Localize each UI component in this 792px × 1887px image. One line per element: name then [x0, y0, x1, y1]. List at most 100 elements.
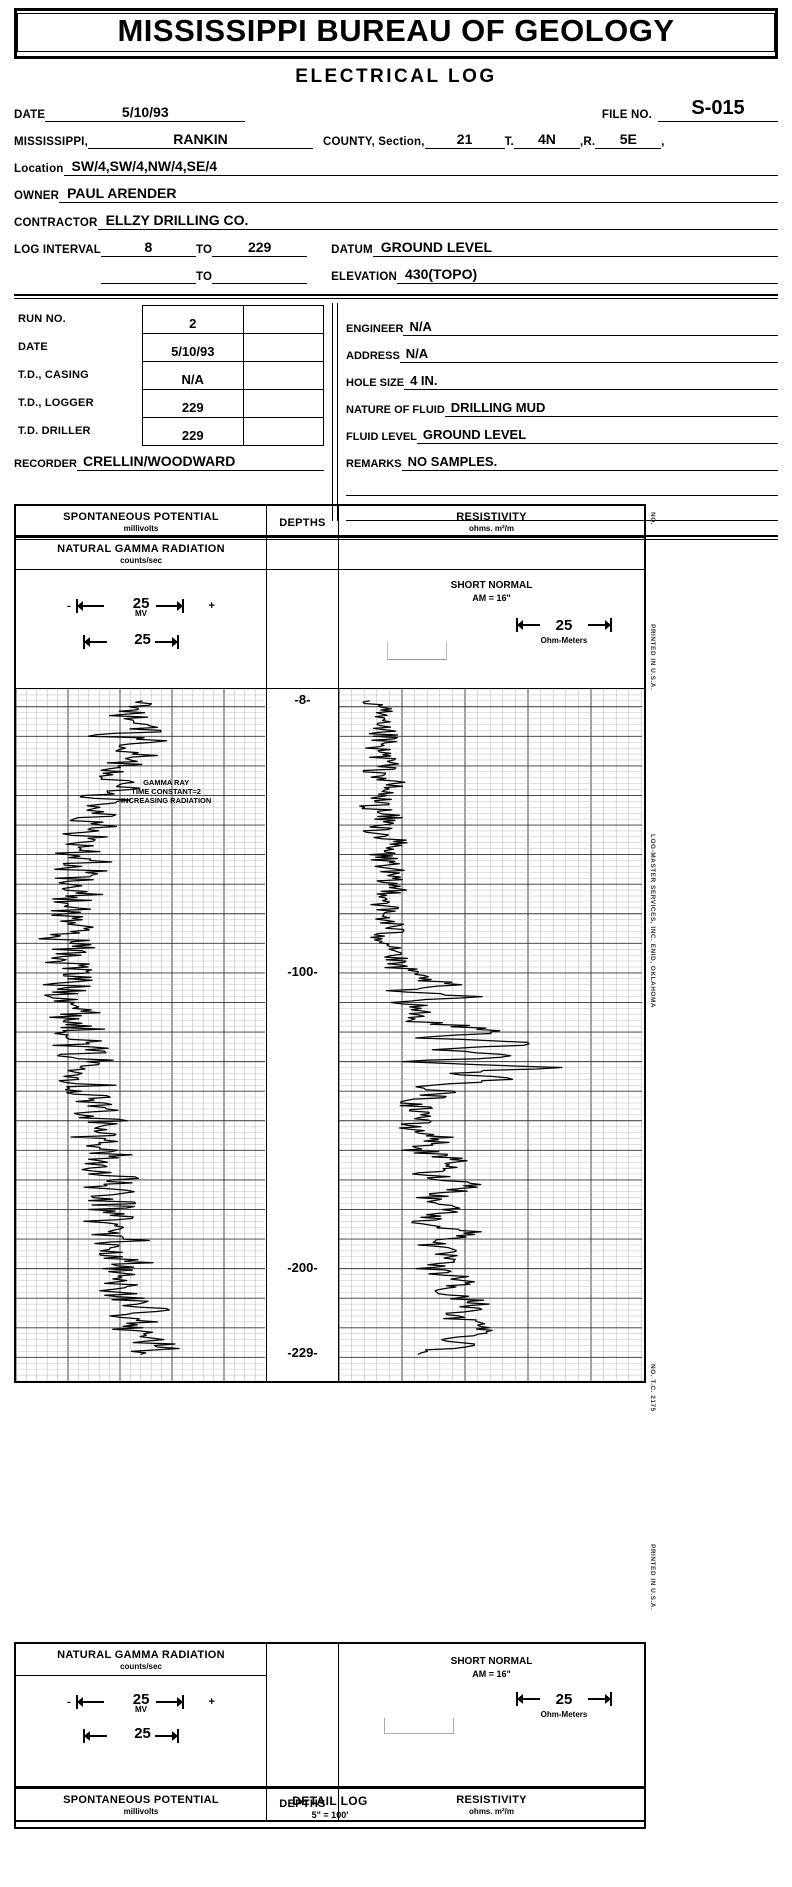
- annotation-line: GAMMA RAY: [143, 777, 190, 787]
- right-field-label: FLUID LEVEL: [346, 430, 417, 443]
- elevation-label: ELEVATION: [331, 270, 398, 283]
- run-row-label: DATE: [18, 341, 48, 354]
- bottom-mv-scale-1: - 25 +: [16, 1691, 266, 1711]
- date-row: DATE 5/10/93 FILE NO. S-015: [14, 97, 778, 122]
- bottom-mv-scale-2: 25: [16, 1725, 266, 1745]
- run-row-label: RUN NO.: [18, 313, 66, 326]
- bottom-res-artifact: [384, 1718, 454, 1734]
- township-value[interactable]: 4N: [513, 131, 580, 149]
- log-interval-from[interactable]: 8: [100, 239, 196, 257]
- log-interval-row-2: LOG INTERVAL TO ELEVATION 430(TOPO): [14, 266, 778, 284]
- annotation-line: INCREASING RADIATION: [121, 796, 212, 806]
- right-field-value[interactable]: NO SAMPLES.: [401, 454, 778, 471]
- township-label: T.: [504, 135, 514, 148]
- right-field-value[interactable]: 4 IN.: [404, 373, 778, 390]
- run-row-value-1[interactable]: 2: [141, 304, 244, 334]
- sp-title-text: SPONTANEOUS POTENTIAL: [63, 511, 219, 523]
- gamma-scale-value: 25: [134, 631, 151, 649]
- scale-minus-sign: -: [67, 600, 71, 612]
- margin-text: PRINTED IN U.S.A.: [649, 624, 656, 691]
- run-row-value-2[interactable]: [242, 360, 325, 390]
- page-title: MISSISSIPPI BUREAU OF GEOLOGY: [117, 13, 675, 48]
- run-row-value-1[interactable]: N/A: [141, 360, 244, 390]
- res-curve-track[interactable]: [339, 689, 644, 1381]
- range-value[interactable]: 5E: [595, 131, 662, 149]
- bottom-gamma-cell: NATURAL GAMMA RADIATION counts/sec -: [16, 1644, 267, 1788]
- middle-section: RUN NO. 2 DATE 5/10/93 T.D., CASING N/A T.D., …: [14, 299, 778, 521]
- res-title-text: RESISTIVITY: [456, 511, 527, 523]
- bottom-res-scale-value: 25: [555, 1691, 573, 1708]
- bottom-depths-title: DEPTHS: [279, 1798, 326, 1810]
- bottom-res-title-cell: RESISTIVITY ohms. m²/m: [339, 1789, 644, 1820]
- county-section-label: COUNTY, Section,: [322, 135, 425, 148]
- section-value[interactable]: 21: [424, 131, 505, 149]
- mv-scale-value: 25: [132, 595, 150, 612]
- mv-unit-label: MV: [135, 609, 147, 619]
- run-row-value-1[interactable]: 229: [141, 416, 244, 446]
- depths-header-cell: DEPTHS: [267, 506, 339, 537]
- datum-value[interactable]: GROUND LEVEL: [372, 239, 778, 257]
- log-interval-to-2[interactable]: [212, 268, 308, 284]
- scale-plus-sign: +: [208, 600, 215, 612]
- sp-curve-track[interactable]: GAMMA RAY TIME CONSTANT=2 INCREASING RADIA…: [16, 689, 267, 1381]
- right-field-row: REMARKS NO SAMPLES.: [346, 454, 778, 471]
- run-row-label: T.D. DRILLER: [18, 425, 91, 438]
- run-row-value-2[interactable]: [242, 388, 325, 418]
- depth-marks: -8- -100- -200- -229-: [267, 689, 338, 1381]
- table-row: T.D. DRILLER 229: [14, 416, 325, 446]
- depth-track: -8- -100- -200- -229-: [267, 689, 339, 1381]
- bottom-legend-panel: NATURAL GAMMA RADIATION counts/sec -: [14, 1642, 646, 1822]
- bottom-res-title: RESISTIVITY ohms. m²/m: [339, 1789, 644, 1820]
- bottom-gamma-scale-value: 25: [134, 1725, 151, 1743]
- contractor-value[interactable]: ELLZY DRILLING CO.: [97, 212, 778, 230]
- right-field-value[interactable]: N/A: [403, 319, 778, 336]
- date-value[interactable]: 5/10/93: [45, 104, 246, 122]
- header-form: DATE 5/10/93 FILE NO. S-015 MISSISSIPPI,…: [14, 97, 778, 284]
- bottom-res-scale-icon: [516, 1692, 612, 1706]
- res-artifact-mark: [387, 642, 447, 660]
- bottom-mv-unit: MV: [135, 1705, 147, 1715]
- owner-value[interactable]: PAUL ARENDER: [59, 185, 778, 203]
- right-field-value[interactable]: DRILLING MUD: [444, 400, 778, 417]
- run-row-value-2[interactable]: [242, 332, 325, 362]
- location-value[interactable]: SW/4,SW/4,NW/4,SE/4: [63, 158, 778, 176]
- right-field-value[interactable]: GROUND LEVEL: [416, 427, 778, 444]
- run-row-value-2[interactable]: [242, 416, 325, 446]
- bottom-scale-bar-icon: [75, 1695, 184, 1710]
- curve-body-row: GAMMA RAY TIME CONSTANT=2 INCREASING RADIA…: [16, 689, 644, 1381]
- location-label: Location: [14, 162, 64, 175]
- right-field-value[interactable]: [346, 481, 778, 496]
- table-row: T.D., CASING N/A: [14, 360, 325, 390]
- log-interval-label: LOG INTERVAL: [14, 243, 101, 256]
- recorder-value[interactable]: CRELLIN/WOODWARD: [76, 453, 324, 471]
- gamma-header-cell: NATURAL GAMMA RADIATION counts/sec: [16, 538, 267, 569]
- sp-units: millivolts: [123, 524, 159, 533]
- run-row-value-2[interactable]: [242, 304, 325, 334]
- table-row: DATE 5/10/93: [14, 332, 325, 362]
- well-log-page: MISSISSIPPI BUREAU OF GEOLOGY ELECTRICAL…: [0, 8, 792, 1887]
- to-label: TO: [195, 243, 213, 256]
- right-field-label: NATURE OF FLUID: [346, 403, 445, 416]
- depths-scale-cell: [267, 570, 339, 688]
- table-row: T.D., LOGGER 229: [14, 388, 325, 418]
- log-interval-from-2[interactable]: [100, 268, 196, 284]
- gamma-title: NATURAL GAMMA RADIATION counts/sec: [16, 538, 266, 569]
- elevation-value[interactable]: 430(TOPO): [397, 266, 778, 284]
- right-field-value[interactable]: N/A: [399, 346, 778, 363]
- res-spacer-cell: [339, 538, 644, 569]
- depth-tick-label: -100-: [287, 963, 318, 979]
- track-scale-row: - 25 + MV: [16, 570, 644, 689]
- bottom-am-spacing: AM = 16": [472, 1669, 511, 1679]
- bottom-res-scale-unit: Ohm-Meters: [540, 1710, 588, 1719]
- run-row-value-1[interactable]: 229: [141, 388, 244, 418]
- county-value[interactable]: RANKIN: [87, 131, 313, 149]
- log-interval-to[interactable]: 229: [212, 239, 308, 257]
- run-row-value-1[interactable]: 5/10/93: [141, 332, 244, 362]
- sp-curve-svg: [16, 689, 265, 1381]
- depth-tick-label: -229-: [287, 1345, 318, 1361]
- bottom-scale-plus: +: [208, 1696, 215, 1708]
- scale-bar-icon: [75, 599, 184, 614]
- file-no-value[interactable]: S-015: [658, 97, 778, 122]
- right-field-value[interactable]: [346, 506, 778, 521]
- run-table: RUN NO. 2 DATE 5/10/93 T.D., CASING N/A T.D., …: [14, 304, 325, 446]
